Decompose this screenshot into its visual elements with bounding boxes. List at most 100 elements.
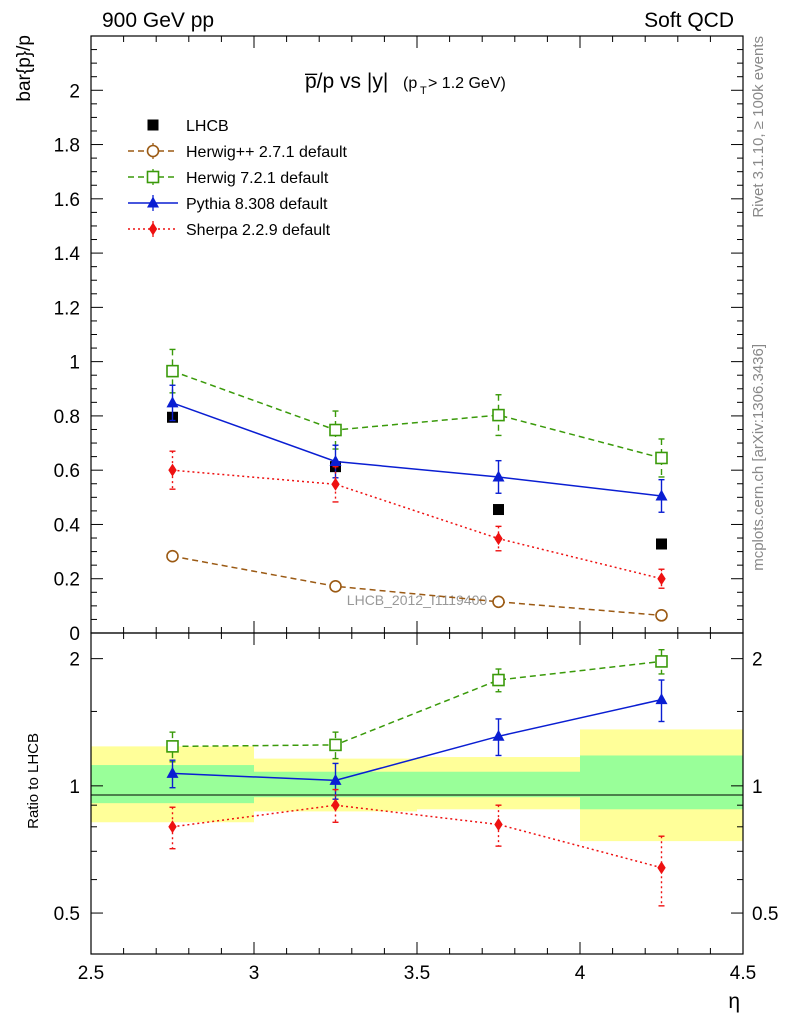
series-lhcb bbox=[167, 411, 667, 550]
rivet-version-label: Rivet 3.1.10, ≥ 100k events bbox=[750, 36, 767, 218]
data-point-herwig-2-7-1-default bbox=[166, 549, 179, 563]
legend-marker bbox=[146, 144, 160, 158]
ratio-point-herwig-7-2-1-default bbox=[655, 655, 668, 668]
series-pythia-8-308-default bbox=[166, 384, 668, 513]
main-y-tick-label: 1.8 bbox=[54, 136, 80, 157]
legend: LHCB Herwig++ 2.7.1 default Herwig 7.2.1 d… bbox=[128, 118, 348, 239]
main-y-axis-label: bar{p}/p bbox=[14, 35, 35, 102]
main-y-tick-label: 1 bbox=[69, 353, 80, 374]
legend-marker bbox=[148, 222, 158, 236]
ratio-band-inner bbox=[417, 771, 580, 798]
ratio-series-line-sherpa-2-2-9-default bbox=[172, 804, 662, 869]
ratio-series-layer bbox=[166, 648, 668, 907]
ratio-y-tick-label-left: 2 bbox=[69, 650, 80, 671]
ratio-y-tick-label-left: 0.5 bbox=[54, 904, 80, 925]
main-y-tick-label: 1.6 bbox=[54, 190, 80, 211]
ratio-y-tick-label-right: 1 bbox=[752, 777, 763, 798]
series-line-pythia-8-308-default bbox=[172, 402, 662, 497]
ratio-series-sherpa-2-2-9-default bbox=[168, 788, 666, 907]
x-tick-label: 4 bbox=[575, 963, 586, 984]
data-point-pythia-8-308-default bbox=[329, 454, 342, 466]
data-point-pythia-8-308-default bbox=[492, 470, 505, 482]
x-axis-label: η bbox=[728, 990, 740, 1013]
main-title-sub-index: T bbox=[420, 85, 427, 97]
main-y-tick-label: 0.2 bbox=[54, 570, 80, 591]
main-panel: bar{p}/p p̅/p vs |y| (p T > 1.2 GeV) LHC… bbox=[14, 35, 744, 645]
ratio-point-sherpa-2-2-9-default bbox=[657, 861, 666, 875]
main-title-text: p̅/p vs |y| bbox=[304, 70, 388, 93]
ratio-series-pythia-8-308-default bbox=[166, 679, 668, 800]
x-tick-label: 4.5 bbox=[730, 963, 756, 984]
error-bar-sherpa-2-2-9-default bbox=[332, 465, 339, 503]
main-y-tick-label: 2 bbox=[69, 81, 80, 102]
ratio-point-pythia-8-308-default bbox=[166, 766, 179, 778]
data-point-herwig-7-2-1-default bbox=[492, 408, 505, 422]
main-series-layer bbox=[166, 348, 668, 622]
error-bar-herwig-7-2-1-default bbox=[658, 438, 665, 478]
data-point-sherpa-2-2-9-default bbox=[331, 477, 340, 491]
ratio-point-sherpa-2-2-9-default bbox=[494, 818, 503, 832]
legend-entry-herwig-7-2-1-default: Herwig 7.2.1 default bbox=[128, 169, 329, 187]
legend-label: Pythia 8.308 default bbox=[186, 196, 328, 213]
data-point-herwig-2-7-1-default bbox=[329, 580, 342, 593]
data-point-pythia-8-308-default bbox=[655, 489, 668, 501]
legend-label: Sherpa 2.2.9 default bbox=[186, 222, 331, 239]
main-y-tick-label: 1.4 bbox=[54, 244, 81, 265]
data-point-sherpa-2-2-9-default bbox=[168, 463, 177, 477]
main-y-tick-label: 1.2 bbox=[54, 298, 80, 319]
data-point-sherpa-2-2-9-default bbox=[494, 532, 503, 546]
legend-entry-herwig-2-7-1-default: Herwig++ 2.7.1 default bbox=[128, 143, 348, 161]
ratio-point-herwig-7-2-1-default bbox=[492, 673, 505, 687]
main-y-tick-label: 0.8 bbox=[54, 407, 80, 428]
series-line-herwig-7-2-1-default bbox=[172, 370, 662, 459]
ratio-point-sherpa-2-2-9-default bbox=[168, 820, 177, 834]
ratio-point-herwig-7-2-1-default bbox=[329, 738, 342, 752]
series-line-herwig-2-7-1-default bbox=[172, 555, 662, 617]
legend-label: Herwig++ 2.7.1 default bbox=[186, 144, 348, 161]
series-sherpa-2-2-9-default bbox=[168, 450, 666, 589]
ratio-series-line-herwig-7-2-1-default bbox=[172, 660, 662, 748]
ratio-error-bar-sherpa-2-2-9-default bbox=[658, 835, 665, 907]
data-point-lhcb bbox=[493, 504, 504, 516]
main-y-tick-label: 0 bbox=[69, 624, 80, 645]
main-title-sub-text: (p bbox=[403, 75, 417, 92]
ratio-point-herwig-7-2-1-default bbox=[166, 740, 179, 753]
legend-entry-lhcb: LHCB bbox=[147, 118, 229, 135]
series-line-sherpa-2-2-9-default bbox=[172, 469, 662, 580]
ratio-series-line-pythia-8-308-default bbox=[172, 698, 662, 782]
error-bar-sherpa-2-2-9-default bbox=[169, 450, 176, 490]
ratio-y-axis-label: Ratio to LHCB bbox=[25, 733, 42, 829]
series-herwig-7-2-1-default bbox=[166, 348, 668, 478]
legend-label: LHCB bbox=[186, 118, 229, 135]
main-y-tick-label: 0.4 bbox=[54, 515, 81, 536]
legend-label: Herwig 7.2.1 default bbox=[186, 170, 329, 187]
ratio-point-sherpa-2-2-9-default bbox=[331, 798, 340, 812]
mcplots-reference-label: mcplots.cern.ch [arXiv:1306.3436] bbox=[750, 344, 767, 571]
ratio-point-pythia-8-308-default bbox=[492, 729, 505, 741]
x-tick-label: 3.5 bbox=[404, 963, 430, 984]
header-right: Soft QCD bbox=[644, 9, 734, 32]
ratio-series-herwig-7-2-1-default bbox=[166, 648, 668, 763]
data-point-pythia-8-308-default bbox=[166, 396, 179, 408]
legend-entry-pythia-8-308-default: Pythia 8.308 default bbox=[128, 195, 328, 213]
ratio-y-tick-label-right: 2 bbox=[752, 650, 763, 671]
x-tick-label: 3 bbox=[249, 963, 260, 984]
header-left: 900 GeV pp bbox=[102, 9, 214, 32]
ratio-panel: 0.5 0.5 1 1 2 2 2.5 3 3.5 4 4.5 Ratio to LHCB η bbox=[25, 632, 778, 1013]
legend-marker bbox=[146, 170, 160, 184]
ratio-axes: 0.5 0.5 1 1 2 2 2.5 3 3.5 4 4.5 bbox=[54, 632, 778, 984]
ratio-band-inner bbox=[580, 755, 743, 810]
data-point-herwig-7-2-1-default bbox=[655, 451, 668, 465]
main-title-sub-rest: > 1.2 GeV) bbox=[428, 75, 506, 92]
main-y-tick-label: 0.6 bbox=[54, 461, 80, 482]
legend-marker bbox=[147, 119, 159, 131]
error-bar-sherpa-2-2-9-default bbox=[495, 525, 502, 552]
data-point-herwig-2-7-1-default bbox=[492, 595, 505, 609]
data-point-lhcb bbox=[656, 538, 667, 550]
data-point-herwig-7-2-1-default bbox=[166, 364, 179, 378]
analysis-watermark: LHCB_2012_I1119400 bbox=[347, 592, 488, 608]
legend-entry-sherpa-2-2-9-default: Sherpa 2.2.9 default bbox=[128, 221, 331, 239]
data-point-herwig-2-7-1-default bbox=[655, 609, 668, 622]
data-point-sherpa-2-2-9-default bbox=[657, 572, 666, 586]
